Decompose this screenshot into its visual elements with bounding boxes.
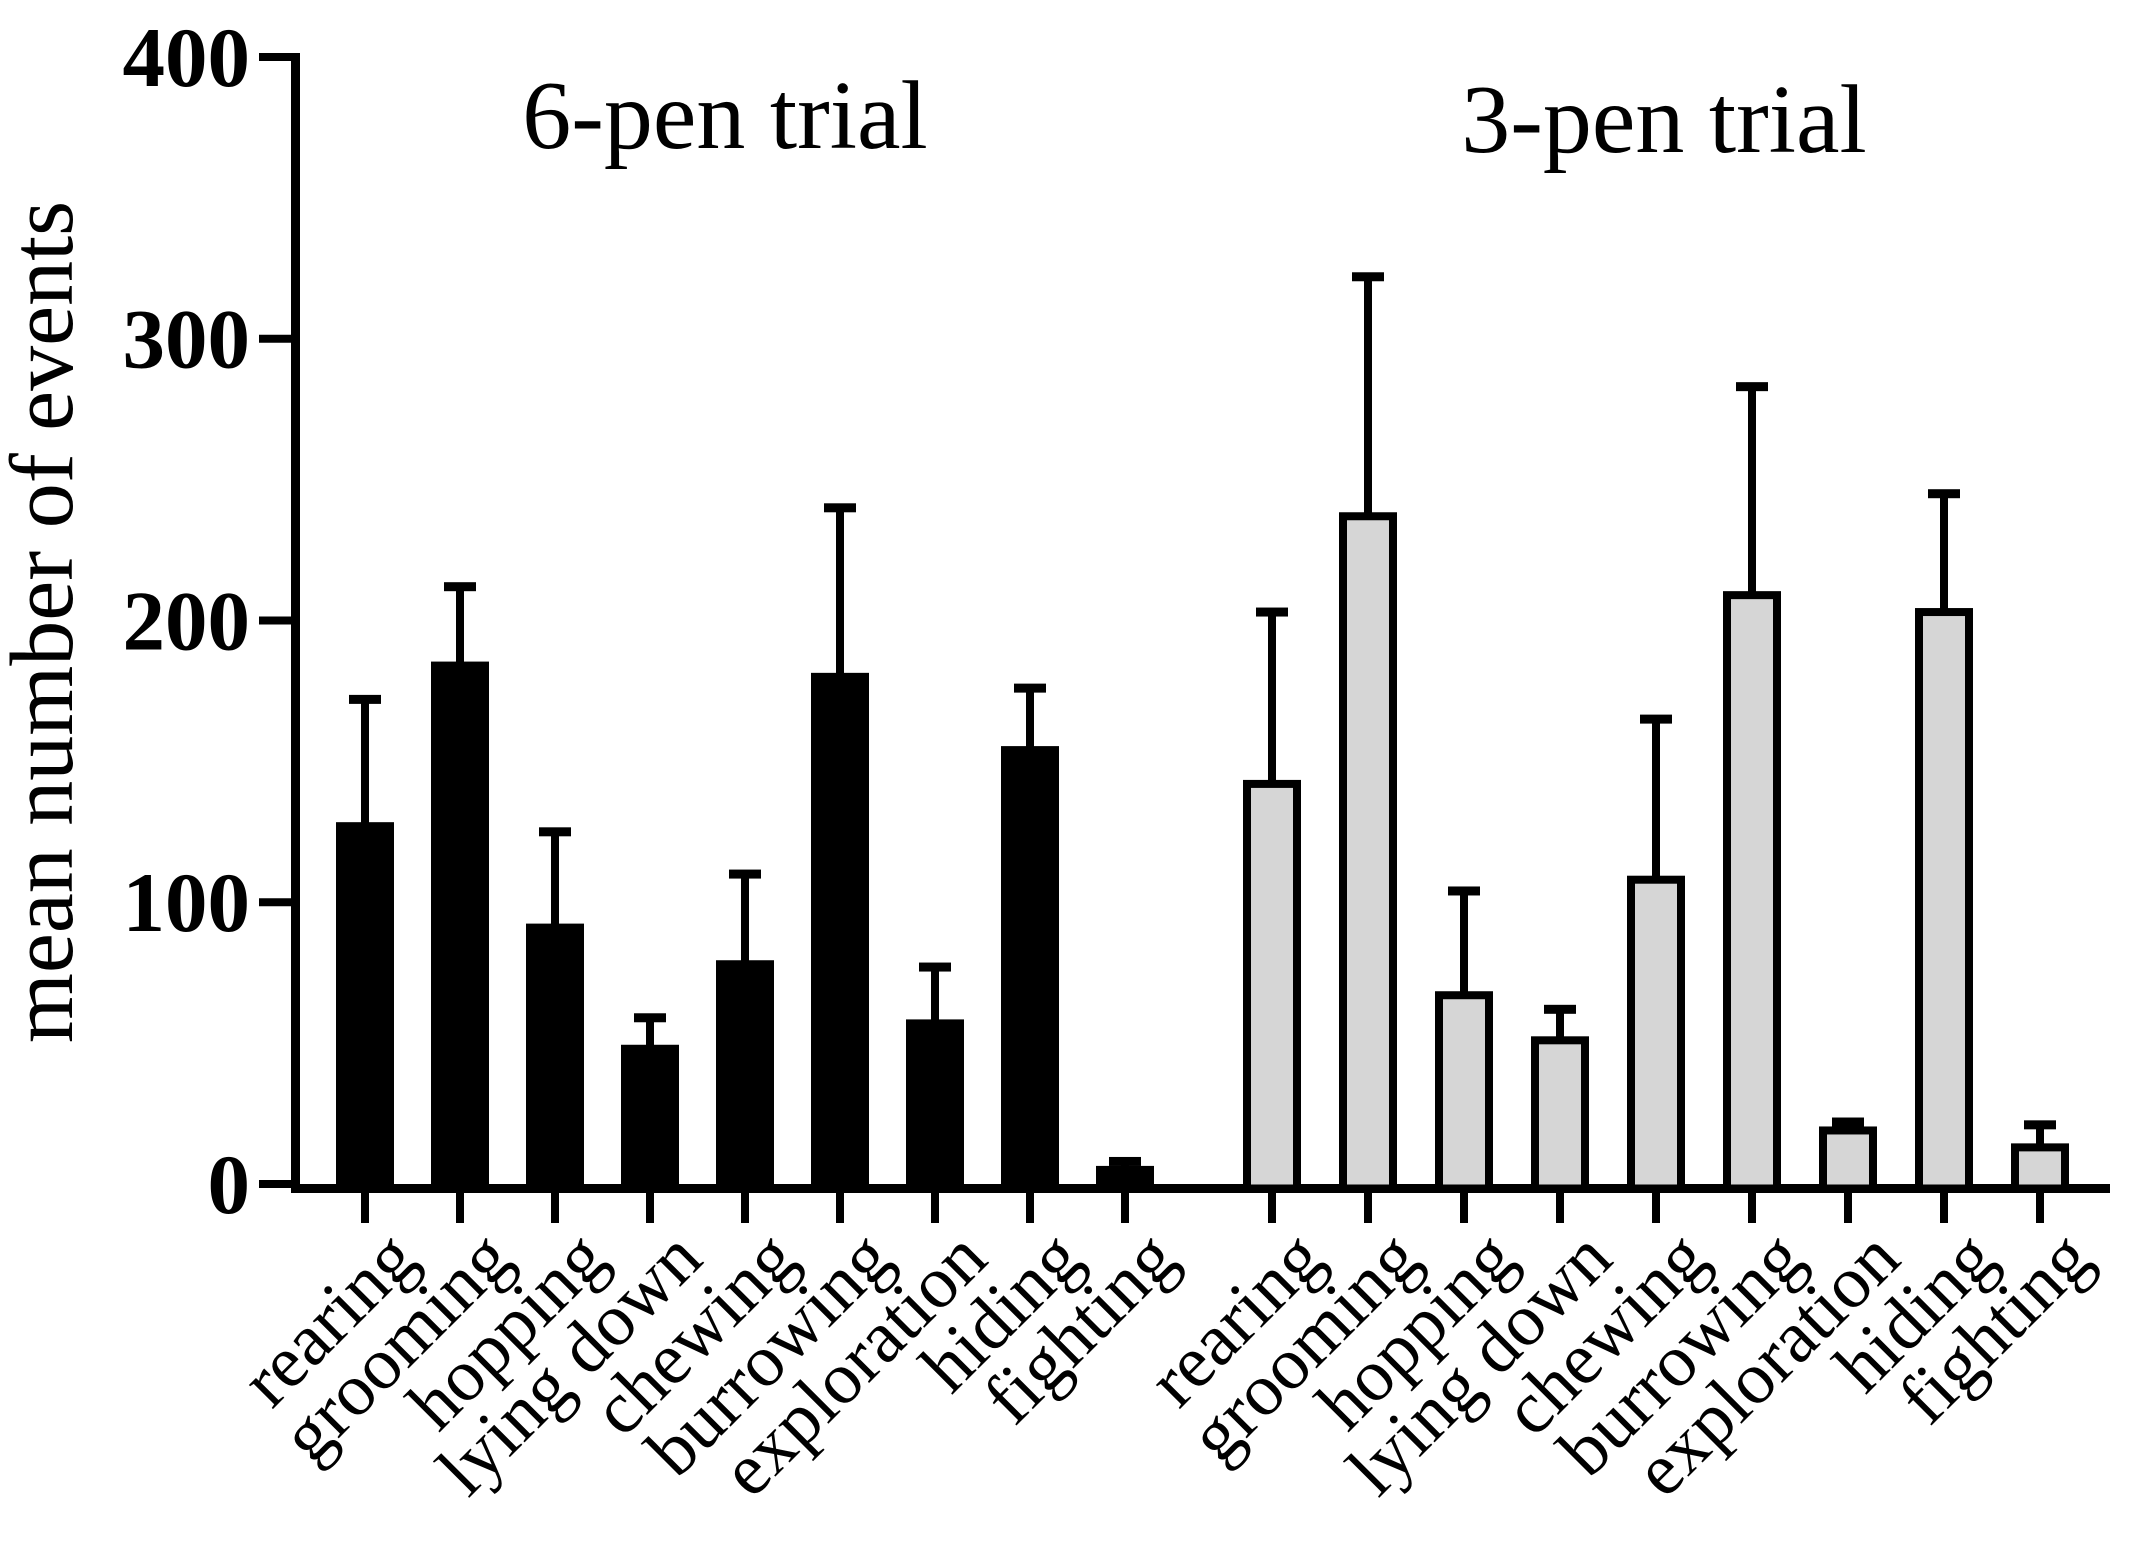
error-bar-cap	[2024, 1120, 2056, 1130]
error-bar-cap	[1928, 489, 1960, 499]
bar-chewing-3pen	[1627, 875, 1685, 1193]
error-bar-stem	[741, 874, 749, 971]
group-title-3pen: 3-pen trial	[1461, 66, 1866, 174]
error-bar-stem	[1460, 890, 1468, 1002]
y-tick	[259, 334, 291, 343]
x-tick	[1026, 1193, 1034, 1223]
error-bar-stem	[836, 507, 844, 683]
y-tick-label: 0	[208, 1138, 251, 1232]
error-bar-stem	[1364, 276, 1372, 523]
bar-hopping-3pen	[1435, 991, 1493, 1193]
bar-lying-down-6pen	[621, 1044, 679, 1193]
bar-hopping-6pen	[526, 923, 584, 1193]
y-axis-line	[291, 53, 300, 1193]
bar-burrowing-6pen	[811, 672, 869, 1193]
error-bar-cap	[1014, 683, 1046, 693]
x-tick	[551, 1193, 559, 1223]
bar-fighting-3pen	[2011, 1143, 2069, 1193]
error-bar-cap	[1109, 1156, 1141, 1166]
bar-rearing-6pen	[336, 822, 394, 1193]
error-bar-cap	[539, 827, 571, 837]
error-bar-cap	[1448, 886, 1480, 896]
x-tick	[1268, 1193, 1276, 1223]
error-bar-stem	[1940, 493, 1948, 619]
error-bar-stem	[646, 1017, 654, 1055]
error-bar-stem	[1026, 688, 1034, 757]
error-bar-stem	[456, 586, 464, 672]
error-bar-cap	[1256, 607, 1288, 617]
error-bar-stem	[361, 699, 369, 833]
y-tick	[259, 53, 291, 61]
y-tick	[259, 898, 291, 907]
error-bar-stem	[551, 831, 559, 934]
error-bar-stem	[2036, 1124, 2044, 1154]
error-bar-cap	[1640, 714, 1672, 724]
error-bar-cap	[634, 1013, 666, 1023]
bar-grooming-3pen	[1339, 512, 1397, 1193]
bar-hiding-3pen	[1915, 608, 1973, 1193]
error-bar-stem	[1268, 612, 1276, 790]
error-bar-cap	[444, 582, 476, 592]
error-bar-stem	[931, 967, 939, 1030]
x-axis-line	[291, 1184, 2110, 1193]
error-bar-stem	[1556, 1009, 1564, 1047]
x-tick	[1460, 1193, 1468, 1223]
y-tick	[259, 616, 291, 625]
bar-rearing-3pen	[1243, 779, 1301, 1193]
error-bar-cap	[1544, 1004, 1576, 1014]
y-tick-label: 100	[123, 856, 251, 950]
plot-area: 0100200300400rearinggroominghoppinglying…	[123, 11, 2110, 1512]
error-bar-cap	[824, 503, 856, 513]
x-tick	[1748, 1193, 1756, 1223]
error-bar-stem	[1652, 719, 1660, 886]
bar-hiding-6pen	[1001, 746, 1059, 1193]
bar-lying-down-3pen	[1531, 1036, 1589, 1193]
bar-exploration-6pen	[906, 1019, 964, 1193]
x-tick	[1121, 1193, 1129, 1223]
error-bar-cap	[349, 694, 381, 704]
x-tick	[741, 1193, 749, 1223]
x-tick	[646, 1193, 654, 1223]
bar-exploration-3pen	[1819, 1126, 1877, 1193]
x-tick	[836, 1193, 844, 1223]
error-bar-cap	[729, 869, 761, 879]
x-tick	[1652, 1193, 1660, 1223]
y-tick	[259, 1180, 291, 1188]
x-tick	[361, 1193, 369, 1223]
error-bar-cap	[1736, 382, 1768, 392]
error-bar-cap	[1832, 1117, 1864, 1127]
error-bar-stem	[1748, 386, 1756, 602]
group-title-6pen: 6-pen trial	[522, 62, 927, 170]
x-tick	[1556, 1193, 1564, 1223]
bar-fighting-6pen	[1096, 1165, 1154, 1193]
y-tick-label: 200	[123, 574, 251, 668]
x-tick	[456, 1193, 464, 1223]
error-bar-cap	[1352, 272, 1384, 282]
x-tick	[931, 1193, 939, 1223]
x-tick	[1364, 1193, 1372, 1223]
bar-grooming-6pen	[431, 661, 489, 1193]
y-axis-label: mean number of events	[0, 201, 92, 1043]
y-tick-label: 400	[123, 11, 251, 105]
x-tick	[2036, 1193, 2044, 1223]
bar-chewing-6pen	[716, 960, 774, 1193]
y-tick-label: 300	[123, 293, 251, 387]
error-bar-cap	[919, 962, 951, 972]
bar-burrowing-3pen	[1723, 591, 1781, 1193]
x-tick	[1940, 1193, 1948, 1223]
x-tick	[1844, 1193, 1852, 1223]
